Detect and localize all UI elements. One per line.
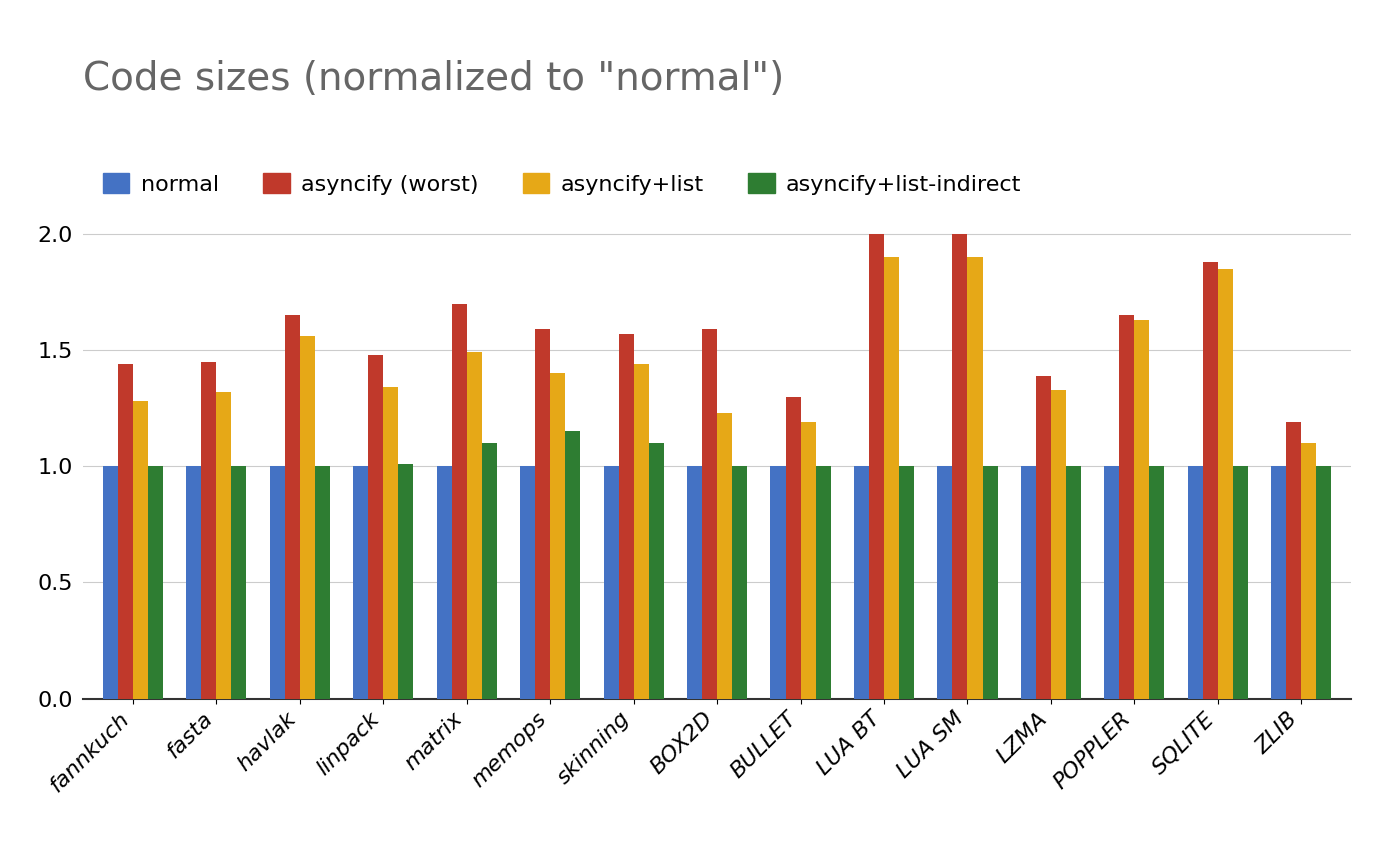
Bar: [1036, 376, 1051, 699]
Bar: [1187, 466, 1202, 699]
Bar: [968, 257, 982, 699]
Bar: [1218, 268, 1233, 699]
Bar: [1150, 466, 1164, 699]
Bar: [1202, 262, 1218, 699]
Bar: [801, 422, 815, 699]
Bar: [938, 466, 953, 699]
Bar: [117, 364, 132, 699]
Bar: [633, 364, 648, 699]
Bar: [717, 413, 732, 699]
Bar: [1317, 466, 1331, 699]
Bar: [869, 234, 884, 699]
Bar: [201, 362, 217, 699]
Bar: [452, 303, 466, 699]
Bar: [148, 466, 163, 699]
Bar: [1051, 389, 1066, 699]
Bar: [953, 234, 968, 699]
Bar: [1287, 422, 1302, 699]
Bar: [232, 466, 247, 699]
Bar: [437, 466, 452, 699]
Bar: [771, 466, 786, 699]
Bar: [270, 466, 284, 699]
Bar: [466, 353, 481, 699]
Bar: [217, 392, 232, 699]
Bar: [1066, 466, 1081, 699]
Bar: [687, 466, 702, 699]
Legend: normal, asyncify (worst), asyncify+list, asyncify+list-indirect: normal, asyncify (worst), asyncify+list,…: [94, 164, 1030, 204]
Bar: [648, 443, 663, 699]
Bar: [535, 329, 550, 699]
Bar: [299, 337, 314, 699]
Bar: [284, 315, 299, 699]
Bar: [1271, 466, 1287, 699]
Bar: [604, 466, 619, 699]
Bar: [314, 466, 330, 699]
Bar: [132, 401, 148, 699]
Bar: [186, 466, 201, 699]
Text: Code sizes (normalized to "normal"): Code sizes (normalized to "normal"): [83, 60, 785, 98]
Bar: [399, 464, 414, 699]
Bar: [884, 257, 899, 699]
Bar: [1120, 315, 1135, 699]
Bar: [899, 466, 914, 699]
Bar: [786, 396, 801, 699]
Bar: [854, 466, 869, 699]
Bar: [982, 466, 997, 699]
Bar: [520, 466, 535, 699]
Bar: [732, 466, 747, 699]
Bar: [1105, 466, 1120, 699]
Bar: [619, 334, 633, 699]
Bar: [702, 329, 717, 699]
Bar: [1233, 466, 1248, 699]
Bar: [383, 388, 399, 699]
Bar: [565, 431, 581, 699]
Bar: [550, 373, 565, 699]
Bar: [353, 466, 368, 699]
Bar: [1302, 443, 1317, 699]
Bar: [103, 466, 117, 699]
Bar: [1020, 466, 1036, 699]
Bar: [481, 443, 496, 699]
Bar: [1135, 320, 1150, 699]
Bar: [815, 466, 830, 699]
Bar: [368, 354, 383, 699]
